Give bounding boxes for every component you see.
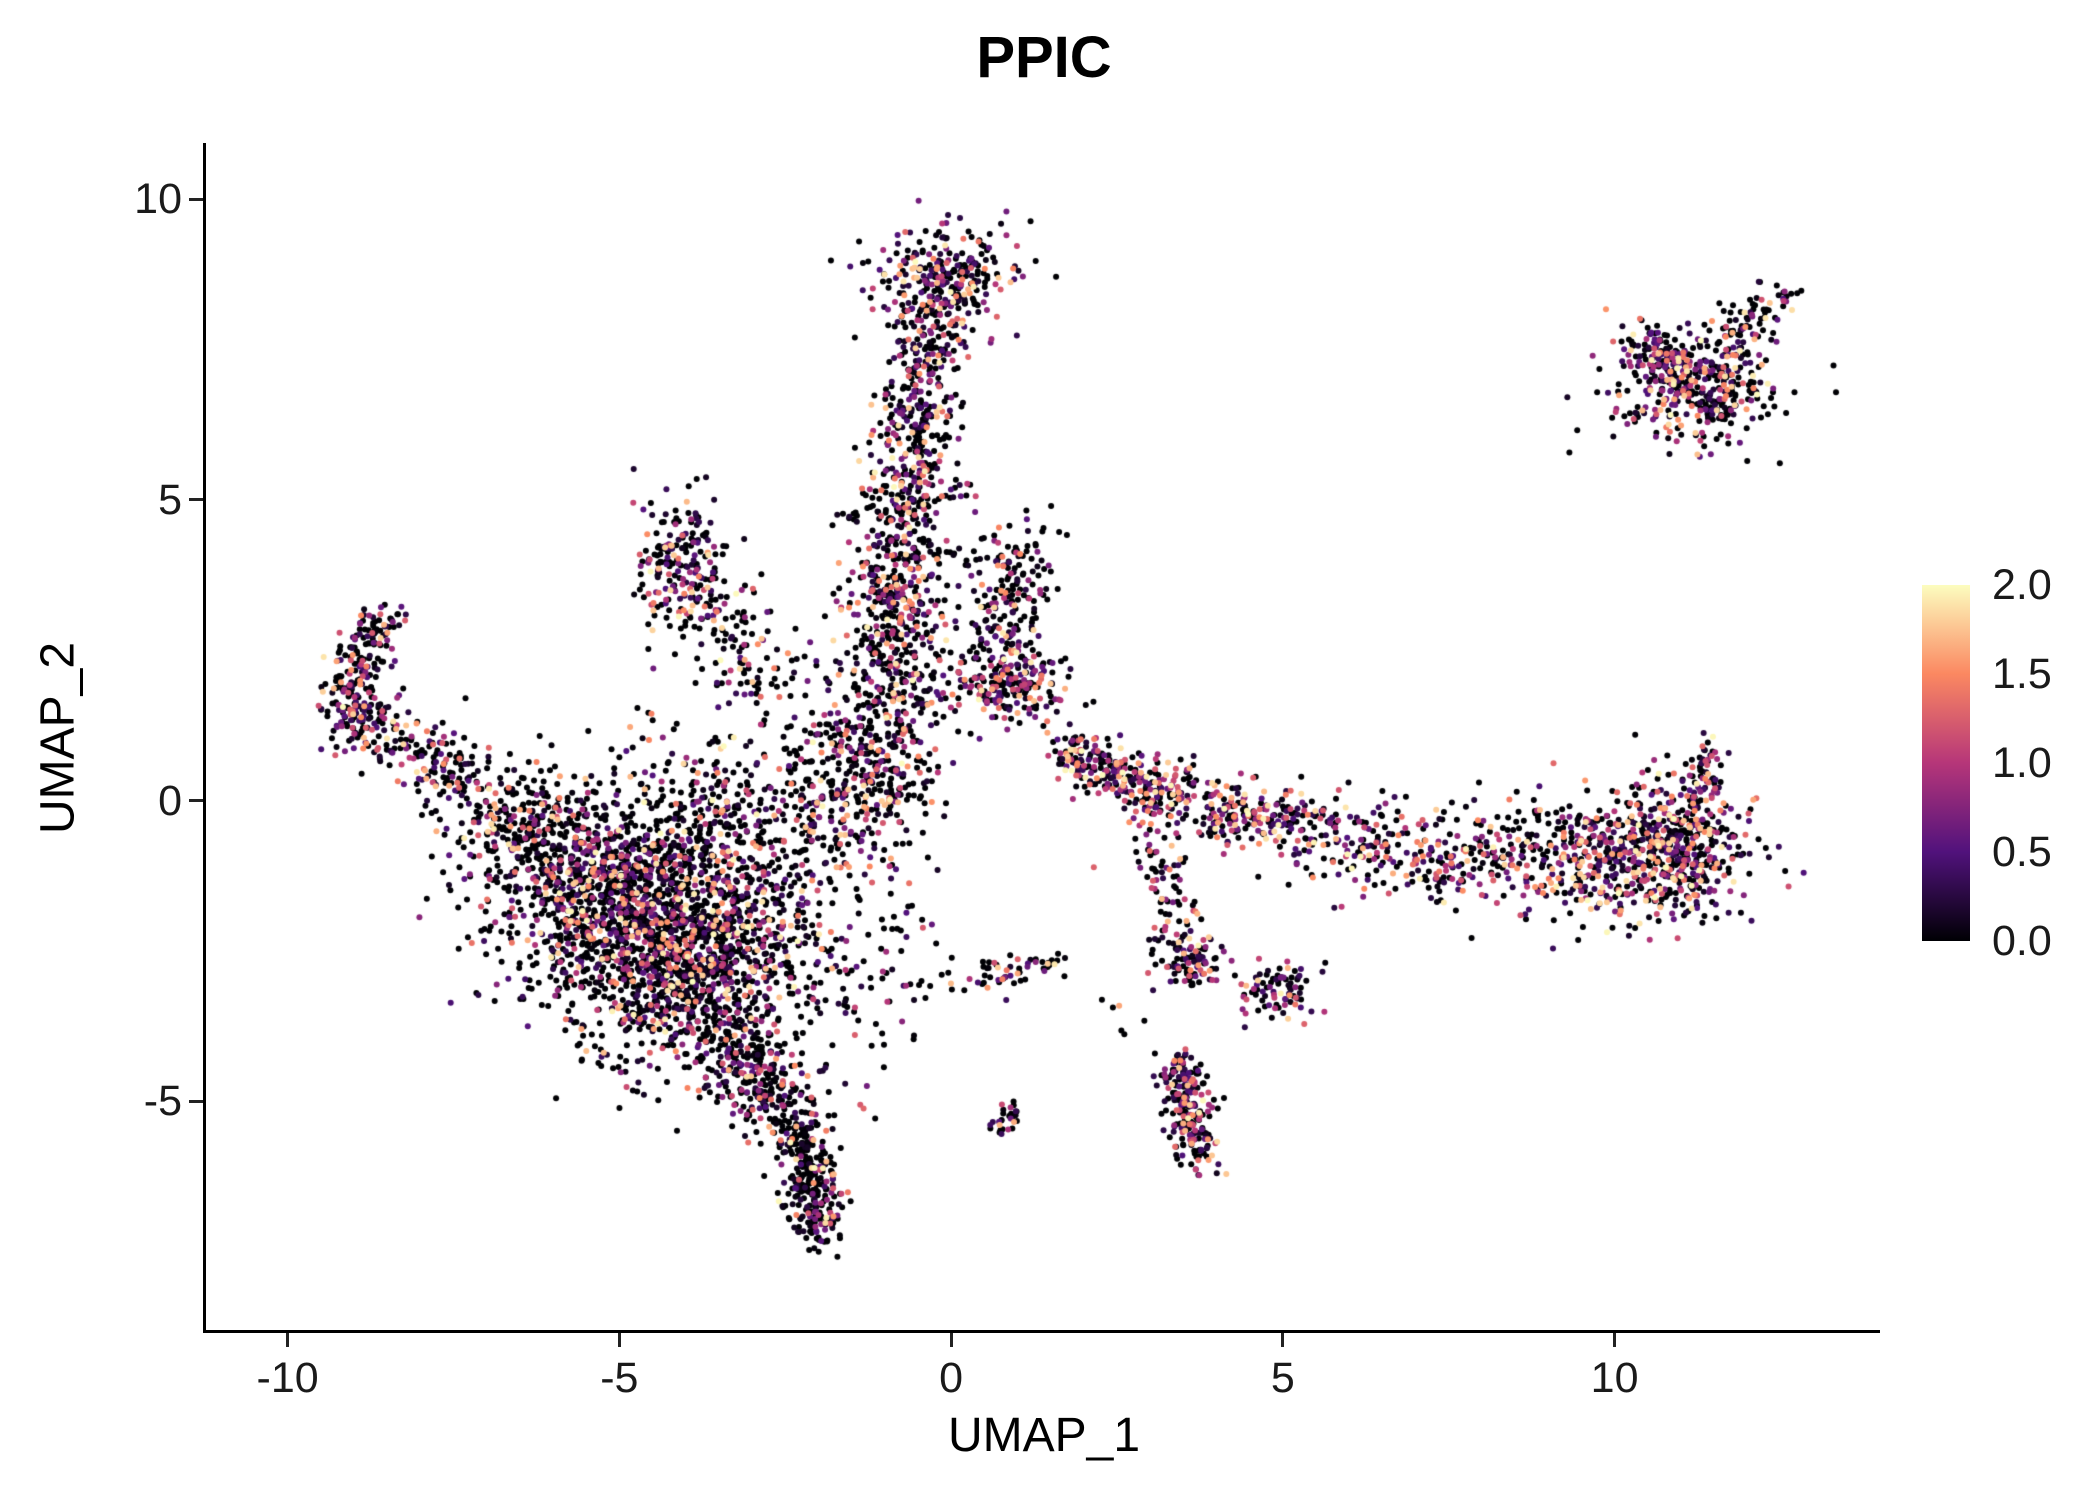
x-axis-label: UMAP_1 — [947, 1409, 1141, 1462]
y-tick-mark — [189, 197, 203, 201]
x-tick-mark — [1613, 1333, 1617, 1347]
x-tick-mark — [286, 1333, 290, 1347]
x-tick-label: -5 — [600, 1354, 639, 1402]
x-tick-mark — [1281, 1333, 1285, 1347]
x-tick-label: 0 — [939, 1354, 964, 1402]
y-tick-label: 0 — [158, 776, 182, 825]
legend-tick-label: 2.0 — [1992, 561, 2052, 609]
x-tick-label: -10 — [256, 1354, 319, 1402]
y-tick-mark — [189, 1099, 203, 1103]
legend-tick-label: 0.0 — [1992, 917, 2052, 965]
y-axis-label: UMAP_2 — [31, 641, 85, 835]
y-tick-mark — [189, 799, 203, 803]
x-axis-line — [203, 1330, 1880, 1333]
legend-tick-label: 1.0 — [1992, 739, 2052, 787]
y-axis-line — [203, 143, 206, 1333]
legend-tick-label: 0.5 — [1992, 828, 2052, 876]
x-tick-mark — [949, 1333, 953, 1347]
y-tick-label: 10 — [134, 175, 182, 224]
x-tick-label: 10 — [1590, 1354, 1639, 1402]
x-tick-mark — [617, 1333, 621, 1347]
x-tick-label: 5 — [1270, 1354, 1295, 1402]
legend-tick-label: 1.5 — [1992, 650, 2052, 698]
plot-title: PPIC — [976, 25, 1112, 90]
y-tick-mark — [189, 498, 203, 502]
y-tick-label: -5 — [143, 1077, 182, 1126]
y-tick-label: 5 — [158, 475, 182, 524]
legend-colorbar — [1922, 585, 1970, 941]
